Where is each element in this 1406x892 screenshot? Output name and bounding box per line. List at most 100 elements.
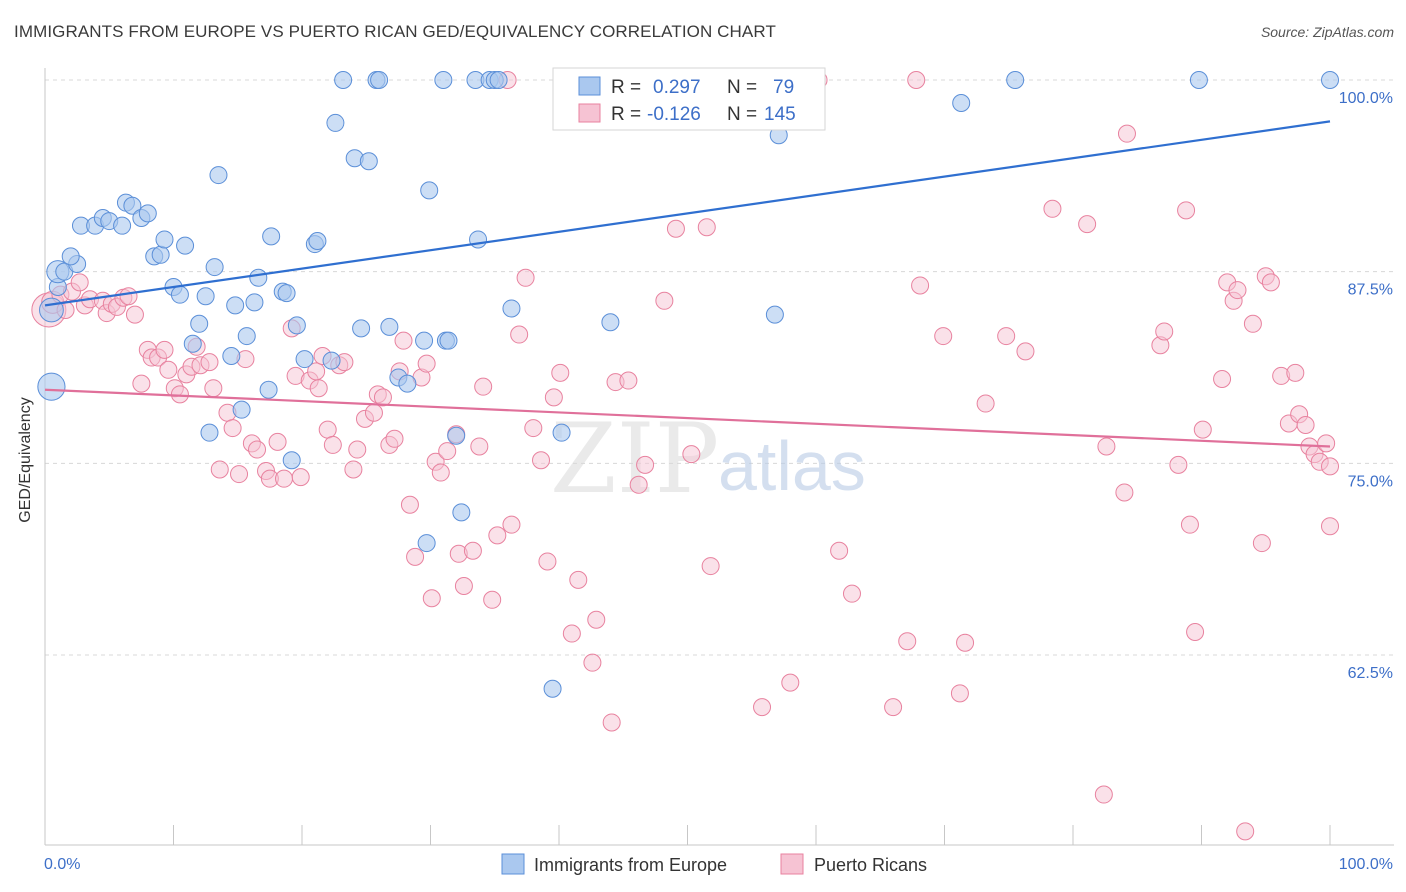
europe-point-47 <box>352 319 371 338</box>
europe-point-1 <box>39 297 64 323</box>
puerto-rican-point-13 <box>119 287 138 306</box>
y-axis-title: GED/Equivalency <box>17 397 34 522</box>
bottom-legend-swatch-blue <box>501 853 525 875</box>
puerto-rican-point-20 <box>159 360 178 379</box>
europe-point-21 <box>176 236 195 255</box>
x-tick-label-min: 0.0% <box>44 856 80 873</box>
puerto-rican-point-96 <box>666 219 685 238</box>
europe-point-54 <box>415 331 434 350</box>
puerto-rican-point-19 <box>155 340 174 359</box>
puerto-rican-point-54 <box>364 403 383 422</box>
puerto-rican-point-27 <box>200 353 219 372</box>
puerto-rican-point-47 <box>318 420 337 439</box>
puerto-rican-point-86 <box>562 624 581 643</box>
legend-r-label-2: R = <box>611 104 641 125</box>
puerto-rican-point-84 <box>544 388 563 407</box>
puerto-rican-point-60 <box>394 331 413 350</box>
puerto-rican-point-58 <box>385 429 404 448</box>
puerto-rican-point-107 <box>884 698 903 717</box>
puerto-rican-point-135 <box>1243 314 1262 333</box>
puerto-rican-point-42 <box>291 468 310 487</box>
puerto-rican-point-113 <box>956 633 975 652</box>
puerto-rican-point-110 <box>911 276 930 295</box>
y-tick-label-0: 100.0% <box>1339 90 1393 107</box>
puerto-rican-point-149 <box>1321 517 1339 536</box>
europe-point-48 <box>359 152 378 171</box>
puerto-rican-point-126 <box>1177 201 1196 220</box>
y-tick-label-3: 62.5% <box>1348 665 1393 682</box>
europe-trendline <box>44 120 1331 307</box>
puerto-rican-point-31 <box>223 419 242 438</box>
puerto-rican-point-134 <box>1236 822 1255 841</box>
puerto-rican-point-82 <box>532 451 551 470</box>
puerto-rican-point-15 <box>132 374 151 393</box>
puerto-rican-point-148 <box>1321 457 1339 476</box>
europe-point-30 <box>232 400 251 419</box>
europe-point-6 <box>61 247 80 266</box>
puerto-rican-point-62 <box>406 547 425 566</box>
puerto-rican-point-108 <box>898 632 917 651</box>
blue-swatch <box>578 76 601 96</box>
europe-point-53 <box>398 374 417 393</box>
europe-point-40 <box>295 350 314 369</box>
puerto-rican-point-97 <box>682 445 701 464</box>
europe-point-60 <box>447 426 466 445</box>
europe-point-77 <box>1189 71 1208 89</box>
puerto-rican-point-114 <box>976 394 995 413</box>
puerto-rican-point-48 <box>323 435 342 454</box>
puerto-rican-point-61 <box>400 495 419 514</box>
puerto-rican-point-45 <box>309 379 328 398</box>
puerto-rican-point-79 <box>510 325 529 344</box>
puerto-rican-point-56 <box>373 388 392 407</box>
europe-point-50 <box>370 71 389 89</box>
puerto-rican-point-75 <box>483 590 502 609</box>
puerto-rican-point-51 <box>344 460 363 479</box>
europe-point-33 <box>249 268 268 287</box>
puerto-rican-point-124 <box>1155 322 1174 341</box>
legend-n-label-1: N = <box>727 77 757 98</box>
puerto-rican-point-133 <box>1228 281 1247 300</box>
puerto-rican-point-109 <box>907 71 926 89</box>
europe-point-75 <box>952 94 971 112</box>
puerto-rican-point-71 <box>454 577 473 595</box>
bottom-legend-swatch-pink <box>780 853 804 875</box>
europe-point-67 <box>502 299 521 318</box>
stats-legend: R = 0.297 N = 79 R = -0.126 N = 145 <box>552 67 826 131</box>
puerto-rican-point-138 <box>1261 273 1280 292</box>
puerto-rican-point-136 <box>1252 534 1271 553</box>
europe-point-25 <box>200 423 219 442</box>
puerto-ricans-points <box>31 71 1339 841</box>
puerto-rican-point-101 <box>753 698 772 717</box>
europe-point-55 <box>417 534 436 553</box>
puerto-rican-point-72 <box>463 541 482 560</box>
puerto-rican-point-98 <box>697 218 716 237</box>
puerto-rican-point-39 <box>275 469 294 488</box>
europe-point-27 <box>209 166 228 185</box>
europe-point-34 <box>259 380 278 399</box>
puerto-rican-point-121 <box>1115 483 1134 502</box>
legend-r-value-1: 0.297 <box>653 77 701 98</box>
puerto-rican-point-92 <box>619 371 638 390</box>
puerto-rican-point-130 <box>1213 370 1232 388</box>
puerto-rican-point-32 <box>230 465 249 484</box>
puerto-rican-point-106 <box>842 584 861 603</box>
puerto-rican-point-65 <box>422 589 441 608</box>
puerto-rican-point-128 <box>1186 623 1205 641</box>
puerto-rican-point-68 <box>438 442 457 461</box>
puerto-rican-point-127 <box>1180 515 1199 534</box>
europe-point-44 <box>326 113 345 132</box>
immigrants-from-europe-points <box>37 71 1339 698</box>
puerto-rican-point-87 <box>569 570 588 589</box>
puerto-rican-point-73 <box>470 437 489 456</box>
puerto-rican-point-129 <box>1193 420 1212 439</box>
puerto-rican-point-29 <box>210 460 229 479</box>
puerto-rican-point-112 <box>950 684 969 703</box>
axes <box>44 68 1394 846</box>
puerto-rican-point-125 <box>1169 455 1188 474</box>
europe-point-18 <box>155 230 174 249</box>
puerto-rican-point-52 <box>348 440 367 459</box>
puerto-rican-point-28 <box>204 379 223 398</box>
y-axis-tick-labels: 100.0% 87.5% 75.0% 62.5% <box>1339 90 1393 682</box>
europe-point-45 <box>334 71 353 89</box>
europe-point-17 <box>151 245 170 264</box>
